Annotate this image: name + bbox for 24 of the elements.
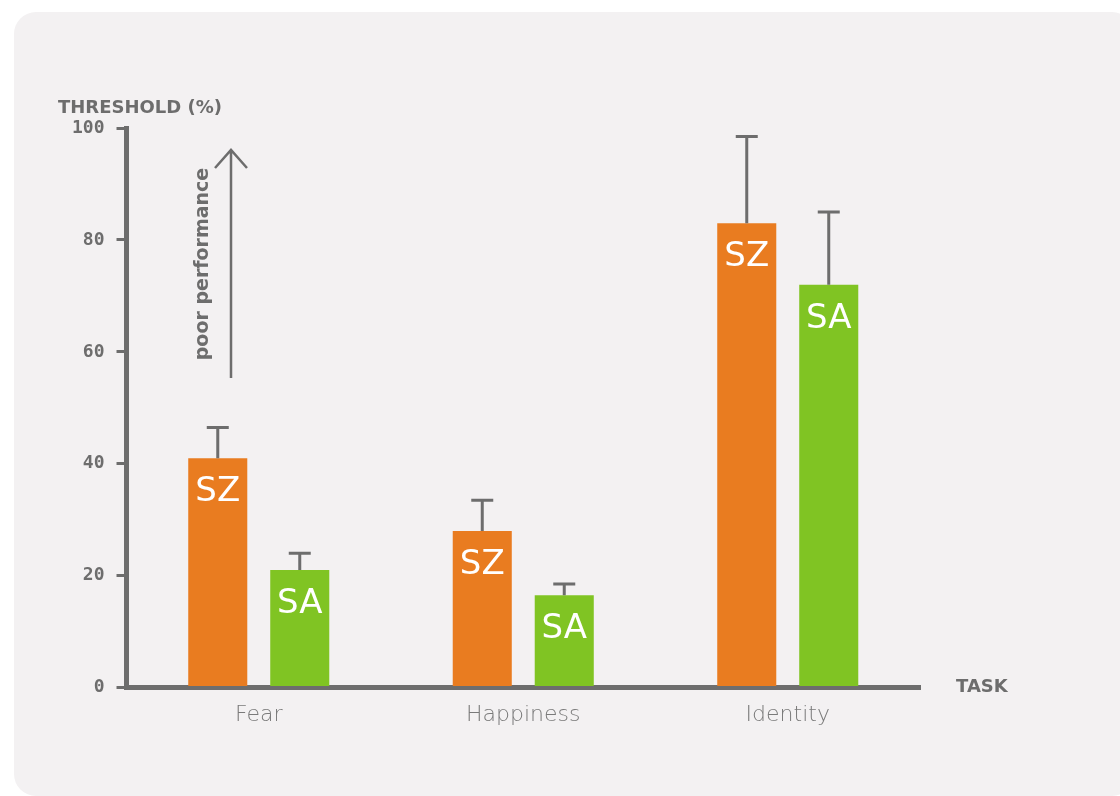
text: SZ <box>459 541 505 582</box>
y-tick-label: 80 <box>82 227 105 249</box>
bar <box>799 284 859 687</box>
series-label: SZ <box>724 233 770 274</box>
x-axis-title: TASK <box>956 675 1009 697</box>
y-axis-title: THRESHOLD (%) <box>58 95 222 117</box>
bar <box>270 570 330 687</box>
y-tick-label: 20 <box>82 563 105 585</box>
series-label: SA <box>277 580 323 621</box>
bar <box>534 595 594 687</box>
annotation: poor performance <box>190 167 212 361</box>
text: SA <box>541 606 587 647</box>
x-tick-label: Identity <box>745 700 830 726</box>
x-tick-label: Happiness <box>466 700 581 726</box>
text: SA <box>806 295 852 336</box>
y-tick-label: 100 <box>72 115 105 137</box>
y-tick-label: 40 <box>82 451 105 473</box>
bar <box>452 530 512 687</box>
y-tick-label: 60 <box>82 339 105 361</box>
bar <box>717 223 777 687</box>
x-tick-label: Fear <box>235 700 284 726</box>
text: SZ <box>195 468 241 509</box>
y-tick-label: 0 <box>93 675 105 697</box>
bar <box>188 458 248 687</box>
